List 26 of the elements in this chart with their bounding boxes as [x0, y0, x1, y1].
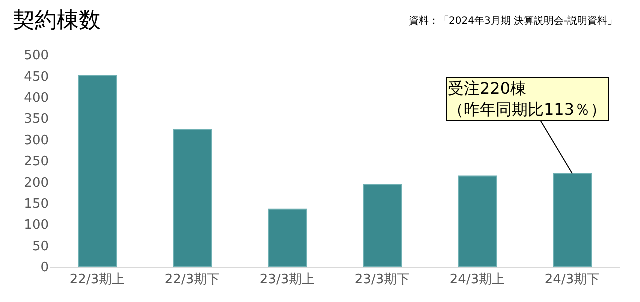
x-tick-label: 22/3期下 — [164, 272, 220, 288]
annotation: 受注220棟（昨年同期比113％） — [448, 79, 607, 119]
bar — [173, 130, 212, 267]
x-tick-label: 24/3期上 — [450, 272, 506, 288]
bar — [363, 184, 402, 267]
bar — [553, 173, 592, 267]
chart-title: 契約棟数 — [12, 8, 101, 34]
y-tick-label: 100 — [24, 218, 49, 234]
y-tick-label: 350 — [24, 112, 49, 128]
x-tick-label: 22/3期上 — [70, 272, 126, 288]
x-tick-label: 23/3期上 — [260, 272, 316, 288]
y-tick-label: 50 — [32, 239, 49, 254]
bar — [458, 176, 497, 267]
x-tick-label: 24/3期下 — [544, 272, 600, 288]
y-tick-label: 200 — [24, 176, 49, 191]
text: 資料：「2024年3月期 決算説明会-説明資料」 — [409, 15, 618, 27]
y-tick-label: 150 — [24, 196, 49, 212]
y-tick-label: 450 — [24, 70, 49, 85]
bar — [268, 208, 307, 267]
y-tick-label: 400 — [24, 90, 49, 106]
y-tick-label: 0 — [40, 260, 49, 276]
bar — [78, 75, 117, 267]
y-tick-label: 500 — [24, 48, 49, 64]
x-tick-label: 23/3期下 — [354, 272, 410, 288]
y-tick-label: 300 — [24, 133, 49, 148]
y-tick-label: 250 — [24, 154, 49, 170]
